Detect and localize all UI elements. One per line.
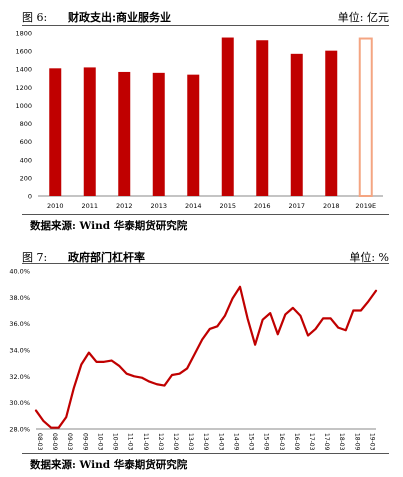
y-tick-label: 1000 — [15, 102, 32, 110]
y-tick-label: 1200 — [15, 84, 32, 92]
y-tick-label: 40.0% — [9, 268, 30, 276]
fig6-header: 图 6: 财政支出:商业服务业 单位: 亿元 — [22, 5, 389, 25]
x-tick-label: 08-09 — [51, 433, 58, 451]
y-tick-label: 38.0% — [9, 294, 30, 302]
x-tick-label: 18-03 — [338, 433, 345, 451]
bar-chart: 0 200 400 600 800 1000 1200 1400 1600 1800 2010 201… — [15, 30, 383, 210]
x-tick-label: 10-09 — [112, 433, 119, 451]
x-tick-label: 16-09 — [293, 433, 300, 451]
x-tick-label: 15-09 — [263, 433, 270, 451]
y-tick-label: 1600 — [15, 48, 32, 56]
x-tick-label: 17-03 — [308, 433, 315, 451]
fig6-bottom-rule — [22, 214, 389, 215]
y-tick-label: 36.0% — [9, 320, 30, 328]
x-tick-label: 11-09 — [142, 433, 149, 451]
bar — [290, 53, 303, 197]
x-tick-label: 12-03 — [157, 433, 164, 451]
fig7-unit: 单位: % — [349, 251, 389, 264]
x-tick-label: 12-09 — [172, 433, 179, 451]
x-tick-label: 2013 — [150, 202, 167, 210]
x-tick-label: 16-03 — [278, 433, 285, 451]
fig7-source: 数据来源: Wind 华泰期货研究院 — [30, 459, 188, 471]
y-tick-label: 600 — [20, 138, 32, 146]
x-tick-label: 2011 — [81, 202, 98, 210]
x-tick-label: 2016 — [254, 202, 271, 210]
x-tick-label: 09-09 — [81, 433, 88, 451]
fig7-title: 政府部门杠杆率 — [68, 251, 145, 264]
y-tick-label: 32.0% — [9, 373, 30, 381]
x-tick-label: 14-03 — [217, 433, 224, 451]
x-tick-label: 13-09 — [202, 433, 209, 451]
bar — [152, 72, 165, 196]
x-tick-label: 14-09 — [232, 433, 239, 451]
x-tick-label: 17-09 — [323, 433, 330, 451]
x-tick-label: 2010 — [47, 202, 64, 210]
fig6-unit: 单位: 亿元 — [337, 11, 389, 24]
line-series — [34, 285, 378, 429]
y-tick-label: 800 — [20, 120, 32, 128]
line-chart: 28.0% 30.0% 32.0% 34.0% 36.0% 38.0% 40.0% 08-03… — [9, 268, 378, 451]
bar — [83, 67, 96, 197]
x-tick-label: 2015 — [219, 202, 236, 210]
x-tick-label: 10-03 — [96, 433, 103, 451]
y-tick-label: 200 — [20, 174, 32, 182]
y-tick-label: 1400 — [15, 66, 32, 74]
y-tick-label: 0 — [28, 193, 32, 201]
x-tick-label: 2014 — [185, 202, 202, 210]
x-tick-label: 2017 — [288, 202, 305, 210]
fig6-label: 图 6: — [22, 11, 48, 24]
y-tick-label: 34.0% — [9, 347, 30, 355]
y-tick-label: 400 — [20, 156, 32, 164]
x-tick-label: 11-03 — [127, 433, 134, 451]
fig7-label: 图 7: — [22, 251, 48, 264]
bar-estimate — [358, 37, 373, 198]
bar — [49, 68, 62, 196]
x-tick-label: 2019E — [355, 202, 376, 210]
bar — [118, 71, 131, 196]
y-tick-label: 1800 — [15, 30, 32, 38]
fig7-bottom-rule — [22, 453, 389, 454]
fig6-top-rule — [22, 25, 389, 26]
bar — [221, 37, 234, 197]
x-tick-label: 19-03 — [368, 433, 375, 451]
x-tick-label: 13-03 — [187, 433, 194, 451]
fig6-title: 财政支出:商业服务业 — [68, 11, 172, 24]
fig7-top-rule — [22, 263, 389, 264]
fig7-header: 图 7: 政府部门杠杆率 单位: % — [22, 245, 389, 265]
x-tick-label: 2012 — [116, 202, 133, 210]
x-tick-label: 15-03 — [248, 433, 255, 451]
x-tick-label: 08-03 — [36, 433, 43, 451]
x-tick-label: 09-03 — [66, 433, 73, 451]
x-tick-label: 18-09 — [353, 433, 360, 451]
fig6-source: 数据来源: Wind 华泰期货研究院 — [30, 220, 188, 232]
y-tick-label: 28.0% — [9, 426, 30, 434]
bar — [325, 50, 338, 197]
x-tick-label: 2018 — [323, 202, 340, 210]
y-tick-label: 30.0% — [9, 399, 30, 407]
bar — [256, 40, 269, 196]
bar — [187, 74, 200, 196]
